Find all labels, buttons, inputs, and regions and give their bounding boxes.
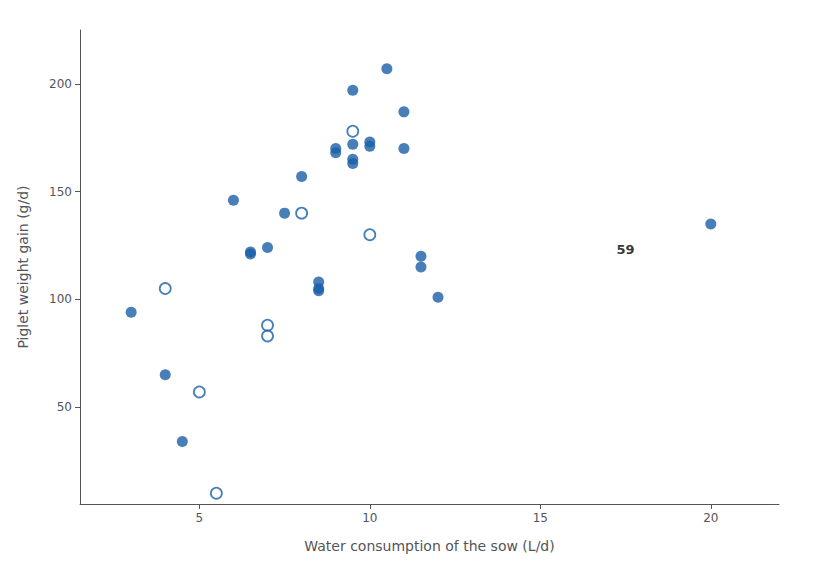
svg-text:10: 10 bbox=[362, 511, 377, 525]
svg-text:50: 50 bbox=[57, 400, 72, 414]
svg-text:Water consumption of the sow (: Water consumption of the sow (L/d) bbox=[304, 538, 554, 554]
svg-text:5: 5 bbox=[196, 511, 204, 525]
svg-text:20: 20 bbox=[703, 511, 718, 525]
svg-text:200: 200 bbox=[49, 77, 72, 91]
svg-text:150: 150 bbox=[49, 185, 72, 199]
svg-text:Piglet weight gain (g/d): Piglet weight gain (g/d) bbox=[15, 185, 31, 348]
svg-text:59: 59 bbox=[617, 242, 635, 257]
svg-text:15: 15 bbox=[533, 511, 548, 525]
svg-text:100: 100 bbox=[49, 292, 72, 306]
